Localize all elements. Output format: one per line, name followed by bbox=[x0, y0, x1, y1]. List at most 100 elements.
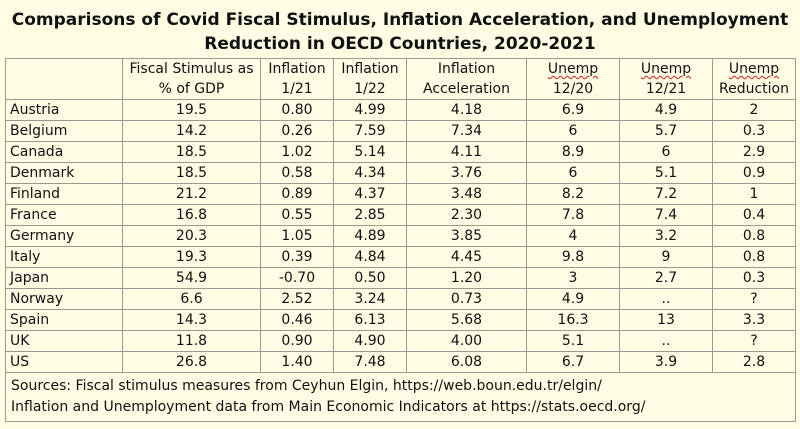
country-cell: Denmark bbox=[5, 162, 123, 184]
country-cell: Spain bbox=[5, 309, 123, 331]
table-row: Italy 19.3 0.39 4.84 4.45 9.8 9 0.8 bbox=[5, 246, 796, 268]
value-cell: 6.6 bbox=[122, 288, 261, 310]
value-cell: 1.02 bbox=[260, 141, 334, 163]
value-cell: 11.8 bbox=[122, 330, 261, 352]
value-cell: 7.48 bbox=[333, 351, 407, 373]
table-row: US 26.8 1.40 7.48 6.08 6.7 3.9 2.8 bbox=[5, 351, 796, 373]
table-row: UK 11.8 0.90 4.90 4.00 5.1..? bbox=[5, 330, 796, 352]
value-cell: 2.52 bbox=[260, 288, 334, 310]
value-cell: 3.3 bbox=[712, 309, 796, 331]
table-row: Norway 6.6 2.52 3.24 0.73 4.9..? bbox=[5, 288, 796, 310]
country-cell: Germany bbox=[5, 225, 123, 247]
value-cell: 2.8 bbox=[712, 351, 796, 373]
value-cell: 3.48 bbox=[406, 183, 527, 205]
value-cell: 8.9 bbox=[526, 141, 620, 163]
column-header bbox=[5, 58, 123, 100]
value-cell: 5.1 bbox=[619, 162, 713, 184]
table-row: Belgium 14.2 0.26 7.59 7.34 6 5.7 0.3 bbox=[5, 120, 796, 142]
value-cell: ? bbox=[712, 288, 796, 310]
column-header: Unemp 12/21 bbox=[619, 58, 713, 100]
value-cell: 4.45 bbox=[406, 246, 527, 268]
value-cell: 4.00 bbox=[406, 330, 527, 352]
value-cell: 1 bbox=[712, 183, 796, 205]
column-header: Unemp 12/20 bbox=[526, 58, 620, 100]
value-cell: 7.8 bbox=[526, 204, 620, 226]
country-cell: France bbox=[5, 204, 123, 226]
value-cell: 8.2 bbox=[526, 183, 620, 205]
value-cell: 6 bbox=[526, 162, 620, 184]
value-cell: 19.5 bbox=[122, 99, 261, 121]
value-cell: 16.8 bbox=[122, 204, 261, 226]
value-cell: 19.3 bbox=[122, 246, 261, 268]
value-cell: 1.20 bbox=[406, 267, 527, 289]
value-cell: 5.68 bbox=[406, 309, 527, 331]
table-row: France 16.8 0.55 2.85 2.30 7.8 7.4 0.4 bbox=[5, 204, 796, 226]
value-cell: 7.34 bbox=[406, 120, 527, 142]
value-cell: 0.4 bbox=[712, 204, 796, 226]
title-line-2: Reduction in OECD Countries, 2020-2021 bbox=[204, 34, 596, 54]
value-cell: 3.2 bbox=[619, 225, 713, 247]
value-cell: 5.14 bbox=[333, 141, 407, 163]
value-cell: 2.9 bbox=[712, 141, 796, 163]
table-row: Austria 19.5 0.80 4.99 4.18 6.9 4.9 2 bbox=[5, 99, 796, 121]
value-cell: 4.9 bbox=[619, 99, 713, 121]
value-cell: 13 bbox=[619, 309, 713, 331]
value-cell: 4.89 bbox=[333, 225, 407, 247]
value-cell: 0.9 bbox=[712, 162, 796, 184]
source-line-2: Inflation and Unemployment data from Mai… bbox=[11, 399, 646, 415]
country-cell: Norway bbox=[5, 288, 123, 310]
value-cell: 4.37 bbox=[333, 183, 407, 205]
value-cell: 7.59 bbox=[333, 120, 407, 142]
value-cell: 6 bbox=[619, 141, 713, 163]
value-cell: 26.8 bbox=[122, 351, 261, 373]
country-cell: Japan bbox=[5, 267, 123, 289]
value-cell: 4.84 bbox=[333, 246, 407, 268]
country-cell: Finland bbox=[5, 183, 123, 205]
sources-row: Sources: Fiscal stimulus measures from C… bbox=[5, 372, 796, 422]
value-cell: 0.46 bbox=[260, 309, 334, 331]
value-cell: 9.8 bbox=[526, 246, 620, 268]
table-row: Denmark 18.5 0.58 4.34 3.76 6 5.1 0.9 bbox=[5, 162, 796, 184]
value-cell: 0.80 bbox=[260, 99, 334, 121]
column-header: Unemp Reduction bbox=[712, 58, 796, 100]
value-cell: 3.76 bbox=[406, 162, 527, 184]
value-cell: 6.13 bbox=[333, 309, 407, 331]
value-cell: ? bbox=[712, 330, 796, 352]
table-row: Germany 20.3 1.05 4.89 3.85 4 3.2 0.8 bbox=[5, 225, 796, 247]
value-cell: 1.05 bbox=[260, 225, 334, 247]
value-cell: 18.5 bbox=[122, 141, 261, 163]
sources-note: Sources: Fiscal stimulus measures from C… bbox=[5, 372, 796, 422]
country-cell: Austria bbox=[5, 99, 123, 121]
column-header: Inflation Acceleration bbox=[406, 58, 527, 100]
table-row: Japan 54.9 -0.70 0.50 1.20 3 2.7 0.3 bbox=[5, 267, 796, 289]
value-cell: 0.8 bbox=[712, 225, 796, 247]
source-line-1: Sources: Fiscal stimulus measures from C… bbox=[11, 378, 602, 394]
value-cell: 2.30 bbox=[406, 204, 527, 226]
value-cell: 5.7 bbox=[619, 120, 713, 142]
value-cell: 4.90 bbox=[333, 330, 407, 352]
value-cell: 2 bbox=[712, 99, 796, 121]
value-cell: 0.39 bbox=[260, 246, 334, 268]
value-cell: 2.85 bbox=[333, 204, 407, 226]
value-cell: 0.26 bbox=[260, 120, 334, 142]
country-cell: UK bbox=[5, 330, 123, 352]
value-cell: 4.9 bbox=[526, 288, 620, 310]
value-cell: 14.3 bbox=[122, 309, 261, 331]
value-cell: 0.89 bbox=[260, 183, 334, 205]
value-cell: 4.99 bbox=[333, 99, 407, 121]
column-header: Inflation 1/21 bbox=[260, 58, 334, 100]
value-cell: 7.2 bbox=[619, 183, 713, 205]
value-cell: 6.9 bbox=[526, 99, 620, 121]
value-cell: 21.2 bbox=[122, 183, 261, 205]
value-cell: 0.73 bbox=[406, 288, 527, 310]
value-cell: 3 bbox=[526, 267, 620, 289]
value-cell: 3.24 bbox=[333, 288, 407, 310]
value-cell: 16.3 bbox=[526, 309, 620, 331]
value-cell: -0.70 bbox=[260, 267, 334, 289]
value-cell: 4.34 bbox=[333, 162, 407, 184]
value-cell: 0.58 bbox=[260, 162, 334, 184]
value-cell: 0.8 bbox=[712, 246, 796, 268]
value-cell: 6 bbox=[526, 120, 620, 142]
country-cell: Italy bbox=[5, 246, 123, 268]
value-cell: 4.18 bbox=[406, 99, 527, 121]
